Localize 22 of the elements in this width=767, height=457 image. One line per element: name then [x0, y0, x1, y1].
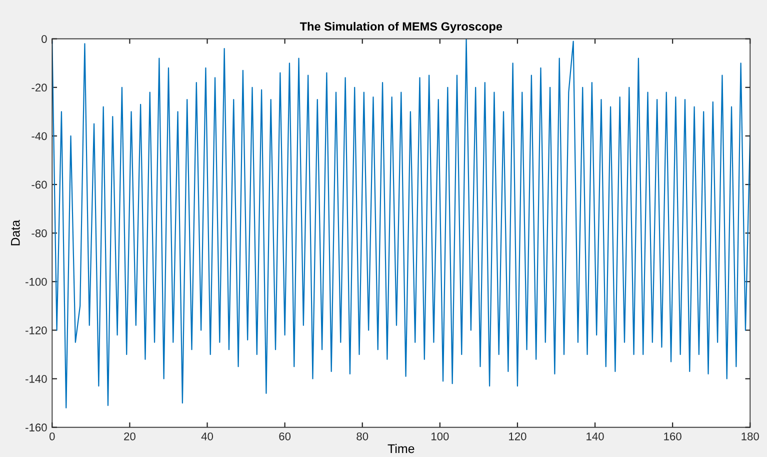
- x-tick-label: 40: [201, 432, 214, 440]
- x-tick-label: 0: [50, 432, 55, 440]
- y-tick-label: -20: [32, 84, 47, 92]
- x-axis-title: Time: [388, 444, 414, 454]
- y-axis-title: Data: [11, 220, 20, 246]
- y-tick-label: -100: [26, 278, 47, 286]
- x-tick-label: 180: [742, 432, 759, 440]
- y-tick-label: -120: [26, 326, 47, 334]
- y-tick-label: -40: [32, 132, 47, 140]
- x-tick-label: 140: [586, 432, 604, 440]
- y-tick-label: -140: [26, 375, 47, 383]
- chart-title: The Simulation of MEMS Gyroscope: [300, 22, 502, 33]
- x-tick-label: 20: [124, 432, 136, 440]
- x-tick-label: 120: [509, 432, 526, 440]
- x-tick-label: 160: [664, 432, 682, 440]
- y-tick-label: -80: [32, 229, 47, 238]
- x-tick-label: 60: [279, 432, 291, 440]
- x-tick-label: 100: [431, 432, 449, 440]
- x-tick-label: 80: [356, 432, 368, 440]
- y-tick-label: -160: [26, 424, 47, 432]
- y-tick-label: 0: [42, 35, 47, 43]
- y-tick-label: -60: [32, 180, 47, 189]
